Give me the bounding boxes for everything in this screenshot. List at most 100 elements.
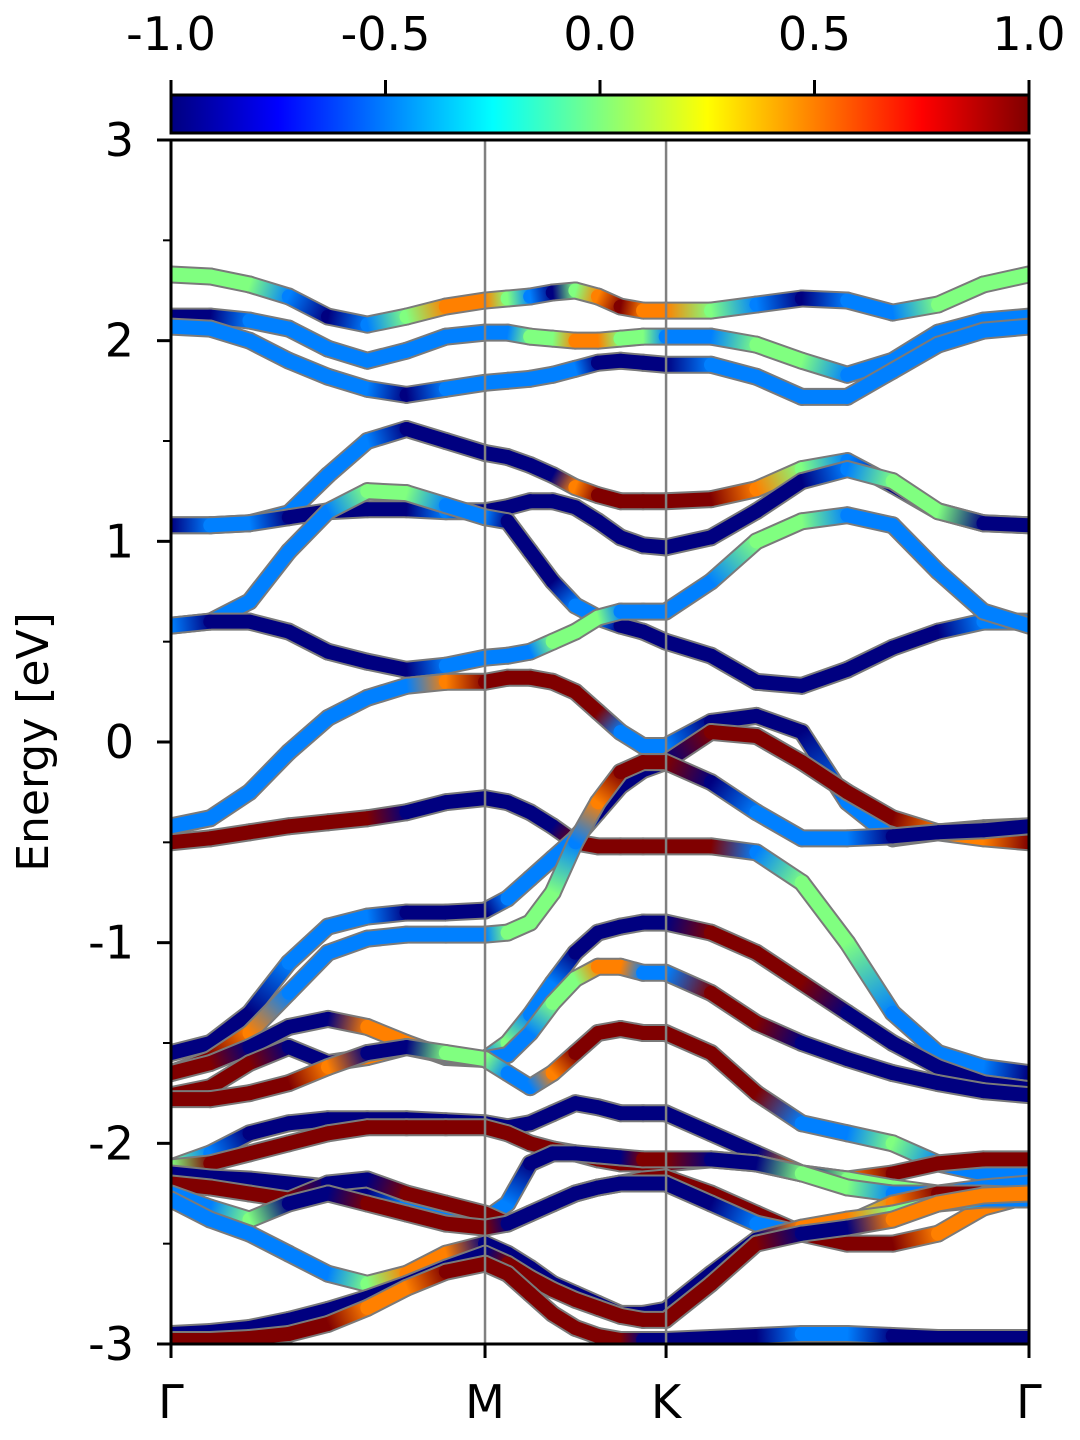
band-segment <box>704 775 764 820</box>
band-segment <box>658 714 719 754</box>
band-segment <box>704 708 764 729</box>
band-22 <box>171 1254 1029 1344</box>
band-segment <box>885 337 946 378</box>
band-segment <box>794 508 855 529</box>
band-segment <box>931 504 991 531</box>
band-segment <box>242 955 296 1020</box>
band-segment <box>749 708 809 739</box>
band-segment <box>794 875 855 950</box>
band-segment <box>281 919 336 970</box>
band-segment <box>749 514 809 549</box>
band-segment <box>840 1005 900 1050</box>
colorbar-tick-label: 1.0 <box>992 7 1065 61</box>
band-segment <box>704 329 764 352</box>
band-segment <box>399 1246 453 1281</box>
band-segment <box>658 530 719 555</box>
band-segment <box>976 1060 1029 1081</box>
band-segment <box>840 1212 900 1235</box>
band-segment <box>242 333 296 368</box>
band-segment <box>840 1052 900 1081</box>
band-segment <box>840 640 900 677</box>
band-segment <box>704 482 764 507</box>
band-segment <box>658 1276 719 1327</box>
band-segment <box>840 1326 900 1343</box>
band-segment <box>704 925 764 960</box>
band-segment <box>749 1015 809 1050</box>
band-segment <box>749 1086 809 1131</box>
x-tick-label: Γ <box>1016 1375 1042 1429</box>
x-tick-label: K <box>651 1375 683 1429</box>
band-segment <box>749 845 809 890</box>
band-segment <box>658 634 719 663</box>
band-segment <box>794 462 855 489</box>
colorbar: -1.0 -0.5 0.0 0.5 1.0 <box>126 7 1066 135</box>
band-segment <box>931 823 991 840</box>
band-segment <box>281 624 336 659</box>
band-segment <box>242 1226 296 1261</box>
band-segment <box>704 985 764 1030</box>
band-segment <box>749 805 809 846</box>
band-segment <box>545 835 583 900</box>
colorbar-tick-label: -1.0 <box>126 7 216 61</box>
band-segment <box>931 277 991 312</box>
band-segment <box>704 1152 764 1171</box>
band-5 <box>171 460 1029 557</box>
band-segment <box>840 462 900 489</box>
bands-layer <box>171 265 1029 1344</box>
band-segment <box>931 1076 991 1099</box>
band-segment <box>281 504 336 559</box>
band-segment <box>704 724 764 743</box>
band-segment <box>281 468 336 521</box>
band-segment <box>749 945 809 990</box>
band-segment <box>794 1166 855 1195</box>
band-segment <box>242 1019 296 1055</box>
x-tick-label: Γ <box>158 1375 184 1429</box>
band-segment <box>171 1192 218 1227</box>
band-segment <box>658 915 719 940</box>
band-segment <box>885 297 946 320</box>
colorbar-tick-label: 0.5 <box>778 7 851 61</box>
band-segment <box>885 518 946 579</box>
band-segment <box>794 353 855 382</box>
y-tick-label: -3 <box>88 1317 134 1371</box>
y-tick-label: 0 <box>105 715 134 769</box>
band-segment <box>794 1116 855 1141</box>
band-segment <box>321 434 375 483</box>
band-segment <box>704 297 764 318</box>
band-1 <box>171 265 1029 334</box>
band-segment <box>931 1200 991 1241</box>
band-segment <box>281 289 336 324</box>
band-segment <box>203 1056 257 1095</box>
band-segment <box>704 1328 764 1344</box>
band-segment <box>568 795 605 850</box>
band-segment <box>281 353 336 384</box>
band-segment <box>931 313 991 340</box>
band-segment <box>749 674 809 693</box>
band-segment <box>704 357 764 384</box>
band-segment <box>749 1326 809 1343</box>
band-segment <box>885 624 946 655</box>
band-segment <box>931 1060 991 1091</box>
band-segment <box>360 1280 414 1315</box>
band-segment <box>885 1186 946 1211</box>
band-segment <box>203 785 257 826</box>
band-segment <box>704 1126 764 1161</box>
band-segment <box>242 985 296 1040</box>
band-segment <box>794 975 855 1020</box>
band-segment <box>840 363 900 404</box>
band-segment <box>704 1046 764 1101</box>
band-segment <box>749 1226 809 1251</box>
band-segment <box>976 309 1029 328</box>
band-segment <box>794 755 855 800</box>
band-segment <box>794 662 855 693</box>
band-segment <box>794 1036 855 1067</box>
band-segment <box>281 1246 336 1281</box>
band-segment <box>885 1328 946 1344</box>
band-segment <box>885 1066 946 1091</box>
band-segment <box>658 1106 719 1141</box>
band-segment <box>658 1330 719 1344</box>
band-segment <box>840 829 900 846</box>
band-segment <box>885 1156 946 1181</box>
band-segment <box>885 825 946 844</box>
